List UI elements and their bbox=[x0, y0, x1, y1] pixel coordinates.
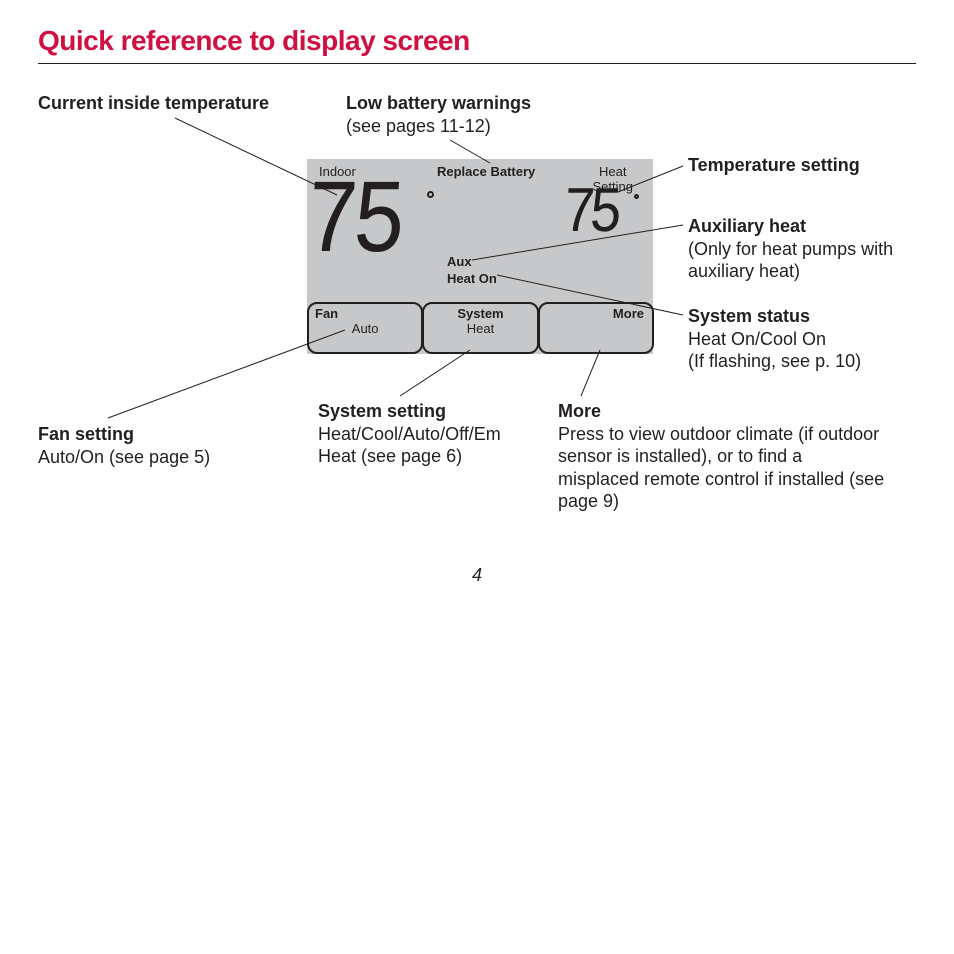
system-button-value: Heat bbox=[424, 321, 536, 336]
system-button-title: System bbox=[424, 306, 536, 321]
callout-heading: Current inside temperature bbox=[38, 92, 269, 115]
degree-icon bbox=[634, 194, 639, 199]
callout-aux-heat: Auxiliary heat (Only for heat pumps with… bbox=[688, 215, 918, 283]
callout-body: Auto/On (see page 5) bbox=[38, 446, 288, 469]
callout-system-status: System status Heat On/Cool On (If flashi… bbox=[688, 305, 918, 373]
callout-current-inside-temp: Current inside temperature bbox=[38, 92, 269, 115]
callout-body: Heat/Cool/Auto/Off/Em Heat (see page 6) bbox=[318, 423, 528, 468]
callout-heading: System status bbox=[688, 305, 918, 328]
button-row: Fan Auto System Heat More bbox=[307, 302, 653, 354]
callout-heading: Fan setting bbox=[38, 423, 288, 446]
more-button-title: More bbox=[613, 306, 644, 321]
callout-body: Heat On/Cool On (If flashing, see p. 10) bbox=[688, 328, 918, 373]
system-button[interactable]: System Heat bbox=[422, 302, 538, 354]
callout-heading: Auxiliary heat bbox=[688, 215, 918, 238]
callout-heading: Temperature setting bbox=[688, 154, 860, 177]
page-number: 4 bbox=[0, 565, 954, 586]
callout-body: (Only for heat pumps with auxiliary heat… bbox=[688, 238, 918, 283]
more-button[interactable]: More bbox=[538, 302, 654, 354]
callout-heading: More bbox=[558, 400, 888, 423]
callout-heading: Low battery warnings bbox=[346, 92, 531, 115]
callout-temp-setting: Temperature setting bbox=[688, 154, 860, 177]
callout-body: (see pages 11-12) bbox=[346, 115, 531, 138]
setpoint-temp-value: 75 bbox=[561, 177, 618, 251]
callout-heading: System setting bbox=[318, 400, 528, 423]
fan-button-title: Fan bbox=[315, 306, 338, 321]
replace-battery-label: Replace Battery bbox=[437, 164, 535, 179]
callout-body: Press to view outdoor climate (if outdoo… bbox=[558, 423, 888, 513]
callout-system-setting: System setting Heat/Cool/Auto/Off/Em Hea… bbox=[318, 400, 528, 468]
degree-icon bbox=[427, 191, 434, 198]
thermostat-display: Indoor Replace Battery Heat Setting 75 7… bbox=[307, 159, 653, 354]
horizontal-rule bbox=[38, 63, 916, 64]
callout-low-battery: Low battery warnings (see pages 11-12) bbox=[346, 92, 531, 137]
page-title: Quick reference to display screen bbox=[38, 25, 470, 57]
heat-on-label: Heat On bbox=[447, 271, 497, 286]
callout-fan-setting: Fan setting Auto/On (see page 5) bbox=[38, 423, 288, 468]
fan-button-value: Auto bbox=[309, 321, 421, 336]
indoor-temp-value: 75 bbox=[302, 164, 403, 283]
fan-button[interactable]: Fan Auto bbox=[307, 302, 423, 354]
callout-more: More Press to view outdoor climate (if o… bbox=[558, 400, 888, 513]
aux-label: Aux bbox=[447, 254, 472, 269]
